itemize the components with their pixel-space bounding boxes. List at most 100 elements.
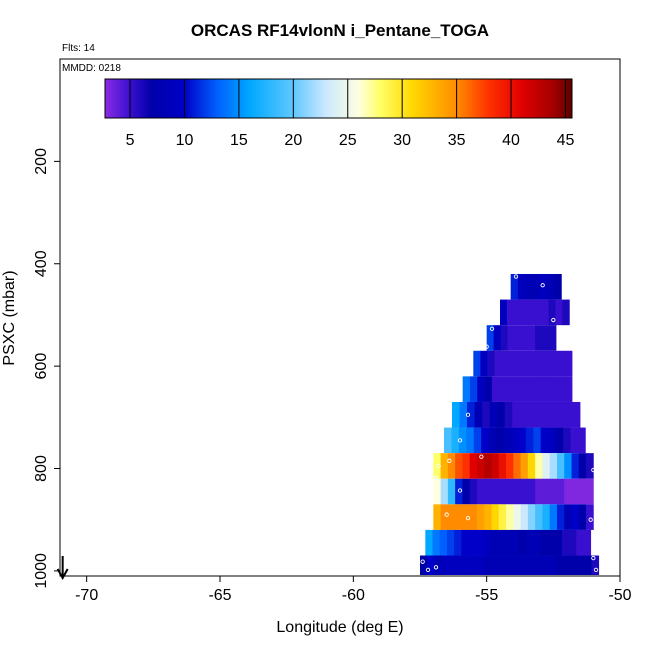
- colorbar-tick-label: 35: [448, 132, 466, 149]
- sample-marker: [447, 458, 452, 463]
- heatmap-cell: [510, 427, 519, 454]
- heatmap-cell: [512, 555, 521, 575]
- x-tick-label: -65: [208, 587, 231, 604]
- heatmap-cell: [455, 453, 463, 479]
- heatmap-cell: [577, 427, 586, 454]
- sample-marker: [591, 555, 596, 561]
- colorbar-tick-label: 15: [230, 132, 248, 149]
- heatmap-cell: [513, 376, 522, 402]
- heatmap-cell: [491, 555, 500, 575]
- heatmap-cell: [462, 453, 471, 479]
- sample-marker: [489, 326, 495, 331]
- heatmap-cell: [433, 504, 441, 530]
- heatmap-cell: [569, 529, 577, 556]
- heatmap-cell: [506, 478, 514, 505]
- heatmap-cell: [540, 529, 548, 556]
- heatmap-cell: [527, 401, 536, 428]
- heatmap-cell: [557, 350, 566, 377]
- heatmap-cell: [458, 427, 467, 454]
- heatmap-cell: [570, 427, 579, 454]
- heatmap-cell: [563, 427, 571, 454]
- heatmap-cell: [522, 350, 531, 377]
- sample-marker: [484, 344, 489, 349]
- heatmap-cell: [555, 555, 564, 575]
- heatmap-cell: [542, 376, 551, 402]
- heatmap-cell: [556, 504, 565, 530]
- y-axis-label: PSXC (mbar): [1, 270, 18, 365]
- heatmap-cell: [578, 504, 587, 530]
- heatmap-cell: [549, 504, 558, 530]
- heatmap-cell: [490, 529, 498, 556]
- heatmap-cell: [473, 427, 482, 454]
- heatmap-cell: [520, 504, 529, 530]
- heatmap-cell: [515, 350, 524, 377]
- heatmap-cell: [556, 478, 565, 505]
- date-label: MMDD: 0218: [62, 63, 121, 74]
- sample-marker: [444, 512, 449, 517]
- sample-marker: [588, 517, 593, 522]
- heatmap-cell: [525, 529, 534, 556]
- y-tick-label: 200: [33, 148, 50, 175]
- heatmap-cell: [482, 529, 491, 556]
- sample-marker: [551, 317, 556, 323]
- heatmap-cell: [518, 427, 527, 454]
- heatmap-cell: [564, 376, 573, 402]
- heatmap-cell: [498, 453, 507, 479]
- heatmap-cell: [484, 478, 492, 505]
- heatmap-cell: [476, 453, 485, 479]
- heatmap-cell: [498, 504, 507, 530]
- heatmap-cell: [549, 325, 557, 351]
- heatmap-cell: [499, 376, 507, 402]
- flights-label: Flts: 14: [62, 43, 95, 54]
- colorbar-tick-label: 10: [176, 132, 194, 149]
- heatmap-cell: [500, 299, 508, 326]
- heatmap-cell: [447, 478, 456, 505]
- heatmap-cell: [508, 350, 517, 377]
- heatmap-cell: [504, 529, 512, 556]
- heatmap-cell: [543, 350, 552, 377]
- colorbar-tick-label: 25: [339, 132, 357, 149]
- heatmap-cell: [535, 504, 543, 530]
- arrow-head: [56, 568, 69, 581]
- chart-title: ORCAS RF14vlonN i_Pentane_TOGA: [191, 21, 489, 40]
- heatmap-cell: [440, 453, 449, 479]
- heatmap-cell: [497, 401, 506, 428]
- colorbar-tick-label: 20: [284, 132, 302, 149]
- heatmap-cell: [529, 350, 538, 377]
- heatmap-cell: [519, 401, 528, 428]
- heatmap-cell: [513, 478, 521, 505]
- heatmap-cell: [527, 299, 536, 326]
- heatmap-cell: [468, 529, 477, 556]
- heatmap-cell: [506, 299, 515, 326]
- heatmap-cell: [576, 529, 584, 556]
- heatmap-cell: [527, 453, 536, 479]
- heatmap-cell: [446, 529, 455, 556]
- sample-marker: [457, 488, 463, 493]
- heatmap-cell: [452, 401, 460, 428]
- heatmap-cell: [491, 453, 500, 479]
- heatmap-cell: [498, 478, 507, 505]
- heatmap-cell: [541, 299, 549, 326]
- heatmap-cell: [504, 401, 513, 428]
- heatmap-cell: [542, 504, 551, 530]
- heatmap-cell: [571, 453, 580, 479]
- y-tick-label: 400: [33, 250, 50, 277]
- heatmap-cell: [451, 427, 460, 454]
- heatmap-cell: [469, 478, 478, 505]
- colorbar-tick-label: 40: [502, 132, 520, 149]
- heatmap-cell: [466, 427, 475, 454]
- heatmap-cell: [549, 453, 558, 479]
- heatmap-cell: [491, 376, 500, 402]
- heatmap-cell: [564, 504, 572, 530]
- heatmap-cell: [484, 504, 492, 530]
- heatmap-cell: [477, 376, 485, 402]
- sample-markers: [420, 274, 599, 573]
- heatmap-cell: [500, 325, 508, 351]
- heatmap-cell: [501, 350, 509, 377]
- heatmap-cell: [586, 504, 594, 530]
- heatmap-cell: [535, 478, 543, 505]
- heatmap-layer: [420, 273, 600, 575]
- heatmap-cell: [520, 453, 529, 479]
- heatmap-cell: [480, 350, 488, 377]
